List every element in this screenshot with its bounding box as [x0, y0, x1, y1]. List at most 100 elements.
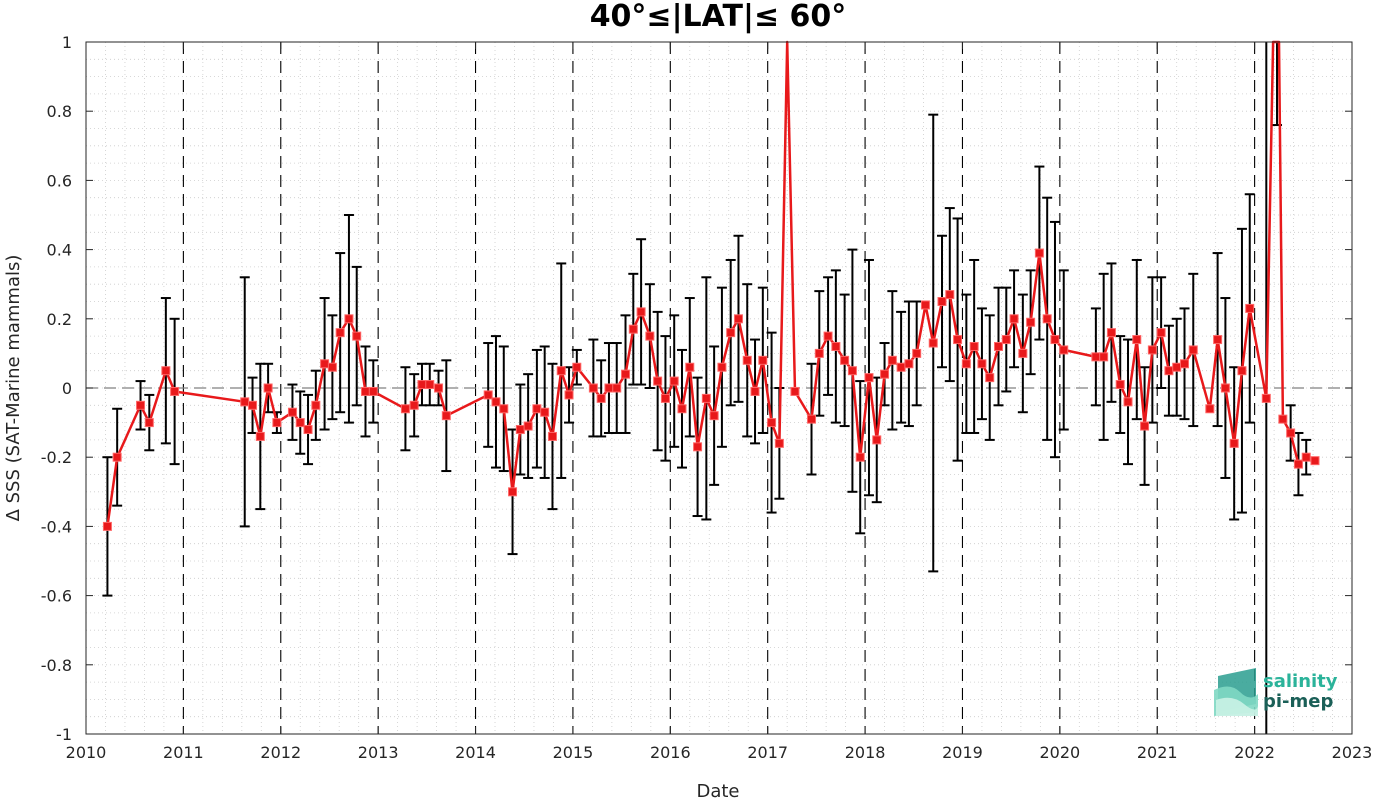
- data-point: [872, 435, 882, 445]
- logo-wave-icon: [1214, 668, 1258, 716]
- salinity-pi-mep-logo: salinity pi-mep: [1214, 668, 1338, 716]
- data-point: [831, 341, 841, 351]
- data-point: [1059, 345, 1069, 355]
- data-point: [547, 431, 557, 441]
- x-axis-label: Date: [696, 781, 739, 801]
- x-tick-label: 2020: [1039, 743, 1080, 762]
- data-point: [1301, 452, 1311, 462]
- data-point: [295, 418, 305, 428]
- data-point: [255, 431, 265, 441]
- data-point: [896, 362, 906, 372]
- data-point: [953, 335, 963, 345]
- data-point: [1261, 393, 1271, 403]
- data-point: [985, 373, 995, 383]
- data-point: [556, 366, 566, 376]
- data-series: [102, 40, 1320, 531]
- x-tick-label: 2023: [1332, 743, 1373, 762]
- data-point: [1132, 335, 1142, 345]
- y-axis-label: Δ SSS (SAT-Marine mammals): [3, 255, 24, 522]
- data-point: [969, 341, 979, 351]
- data-point: [240, 397, 250, 407]
- data-point: [1229, 438, 1239, 448]
- y-tick-label: -1: [56, 725, 72, 744]
- data-point: [1164, 366, 1174, 376]
- data-point: [1237, 366, 1247, 376]
- y-tick-label: 0.6: [47, 171, 72, 190]
- data-point: [596, 393, 606, 403]
- data-point: [807, 414, 817, 424]
- data-point: [1188, 345, 1198, 355]
- data-point: [1286, 428, 1296, 438]
- data-point: [928, 338, 938, 348]
- data-point: [540, 407, 550, 417]
- y-tick-label: -0.2: [41, 448, 72, 467]
- data-point: [912, 348, 922, 358]
- x-tick-label: 2013: [358, 743, 399, 762]
- data-point: [417, 380, 427, 390]
- data-point: [303, 425, 313, 435]
- data-point: [790, 386, 800, 396]
- data-point: [855, 452, 865, 462]
- data-point: [515, 425, 525, 435]
- data-point: [352, 331, 362, 341]
- data-point: [880, 369, 890, 379]
- data-point: [287, 407, 297, 417]
- x-tick-label: 2017: [747, 743, 788, 762]
- data-point: [814, 348, 824, 358]
- data-point: [508, 487, 518, 497]
- data-point: [170, 386, 180, 396]
- data-point: [628, 324, 638, 334]
- data-point: [1050, 335, 1060, 345]
- data-point: [491, 397, 501, 407]
- data-point: [441, 411, 451, 421]
- data-point: [1123, 397, 1133, 407]
- data-point: [604, 383, 614, 393]
- data-point: [733, 314, 743, 324]
- x-tick-label: 2016: [650, 743, 691, 762]
- data-point: [1205, 404, 1215, 414]
- x-tick-label: 2021: [1137, 743, 1178, 762]
- data-point: [425, 380, 435, 390]
- data-point: [645, 331, 655, 341]
- y-tick-label: -0.8: [41, 656, 72, 675]
- x-tick-label: 2015: [553, 743, 594, 762]
- y-tick-label: 1: [62, 33, 72, 52]
- data-point: [685, 362, 695, 372]
- data-point: [887, 355, 897, 365]
- data-point: [758, 355, 768, 365]
- y-axis-ticks: -1 -0.8 -0.6 -0.4 -0.2 0 0.2 0.4 0.6 0.8 1: [41, 33, 1352, 744]
- x-tick-label: 2012: [260, 743, 301, 762]
- x-tick-label: 2022: [1234, 743, 1275, 762]
- data-point: [434, 383, 444, 393]
- data-point: [1009, 314, 1019, 324]
- data-point: [1001, 335, 1011, 345]
- data-point: [693, 442, 703, 452]
- data-point: [144, 418, 154, 428]
- data-point: [360, 386, 370, 396]
- data-point: [1140, 421, 1150, 431]
- data-point: [161, 366, 171, 376]
- data-point: [709, 411, 719, 421]
- data-point: [409, 400, 419, 410]
- data-point: [1156, 328, 1166, 338]
- data-point: [742, 355, 752, 365]
- data-point: [344, 314, 354, 324]
- data-point: [847, 366, 857, 376]
- data-point: [717, 362, 727, 372]
- data-point: [311, 400, 321, 410]
- logo-text-line1: salinity: [1263, 671, 1338, 692]
- logo-text-line2: pi-mep: [1263, 691, 1333, 712]
- data-point: [1278, 414, 1288, 424]
- data-point: [1106, 328, 1116, 338]
- y-tick-label: 0: [62, 379, 72, 398]
- data-point: [572, 362, 582, 372]
- data-point: [1172, 362, 1182, 372]
- data-point: [499, 404, 509, 414]
- data-point: [1034, 248, 1044, 258]
- data-point: [750, 386, 760, 396]
- x-tick-label: 2014: [455, 743, 496, 762]
- data-point: [937, 297, 947, 306]
- y-tick-label: 0.2: [47, 310, 72, 329]
- data-point: [248, 400, 258, 410]
- x-tick-label: 2010: [66, 743, 107, 762]
